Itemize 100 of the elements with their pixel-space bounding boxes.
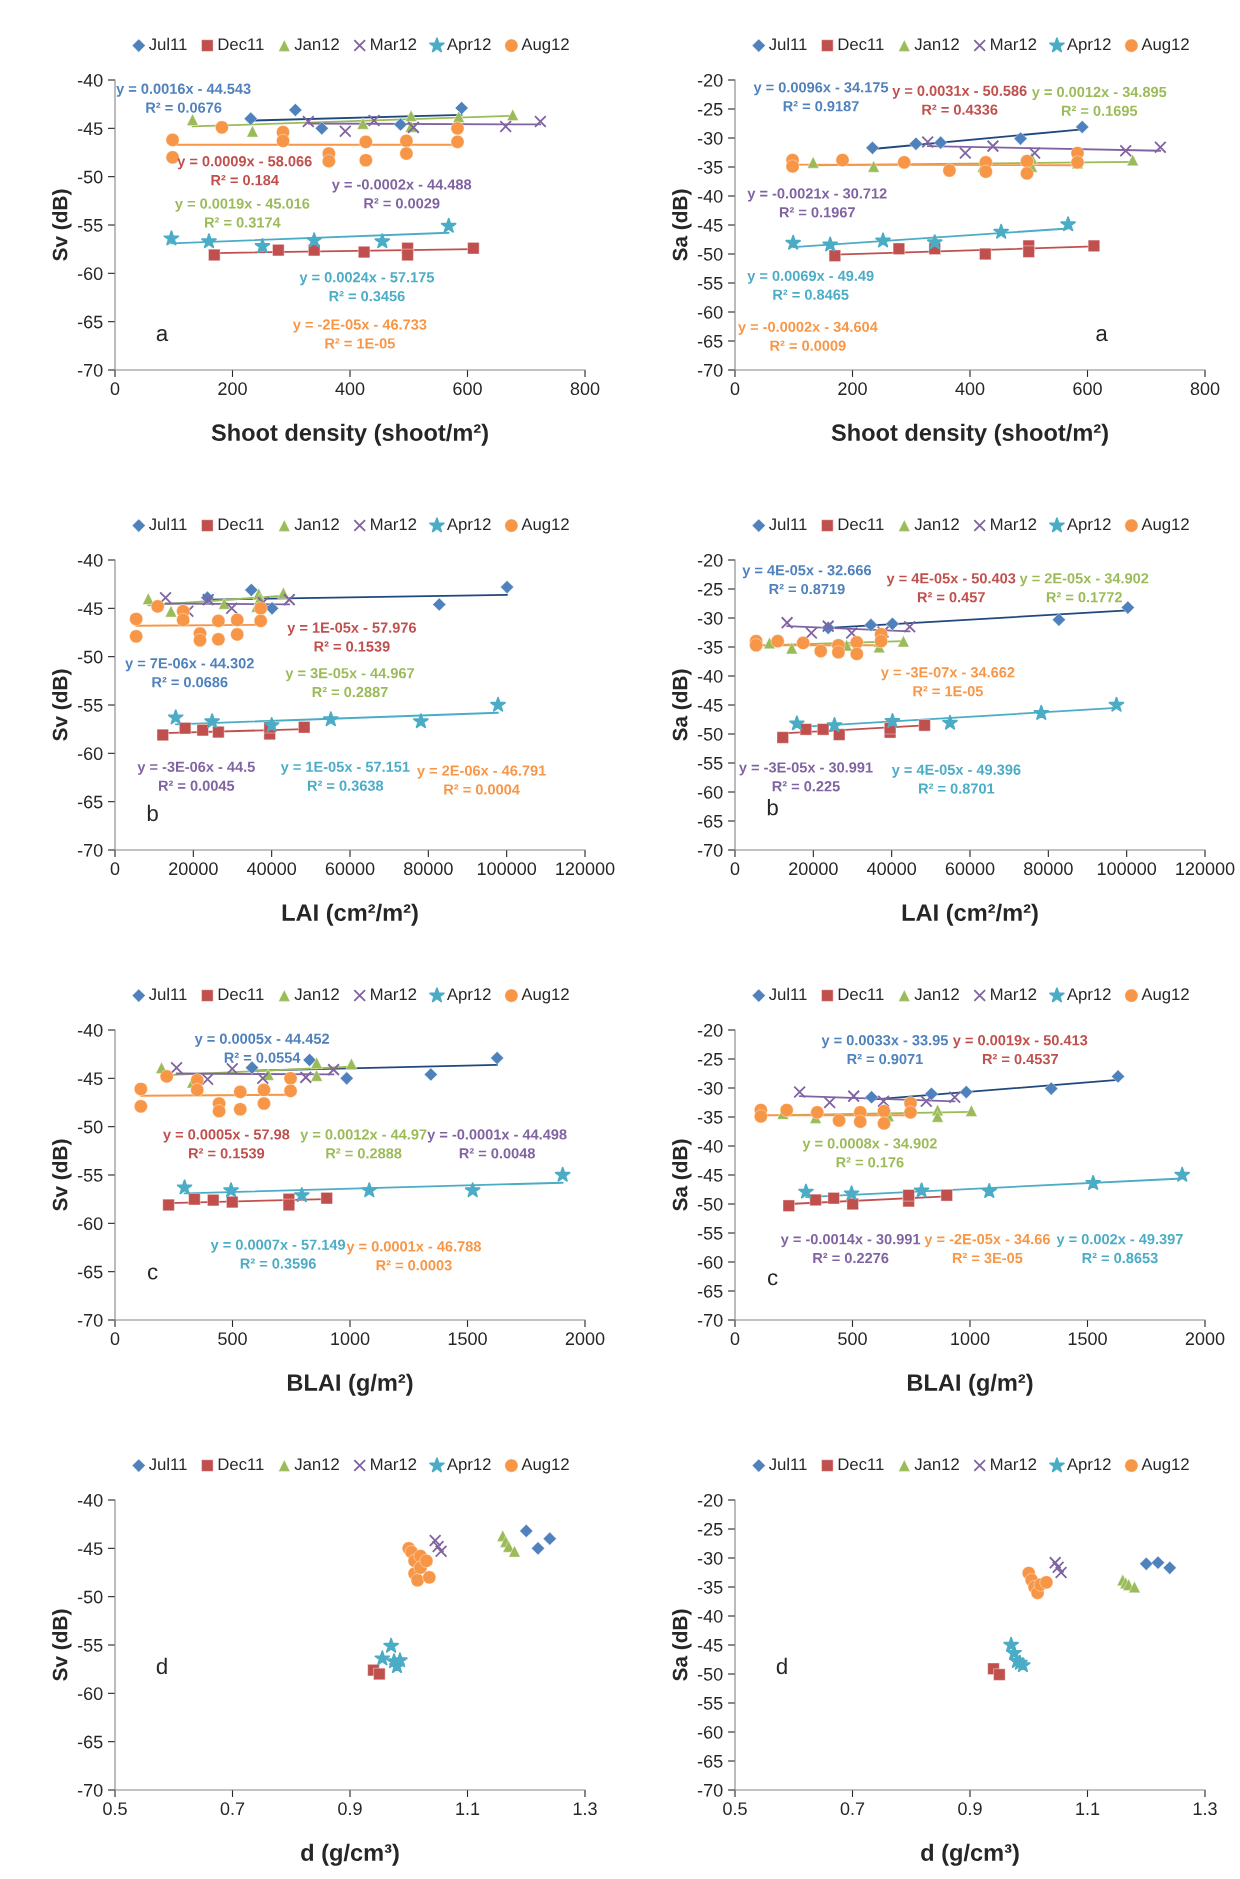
annotation: d [776,1657,787,1675]
x-tick-label: 120000 [556,862,615,876]
y-tick-label: -55 [77,219,103,232]
y-tick-label: -40 [77,73,103,87]
legend-label: Apr12 [446,988,491,1004]
x-tick-label: 0 [730,862,740,876]
y-tick-label: -45 [697,1639,723,1652]
x-tick-label: 40000 [246,862,297,876]
annotation: y = 0.0012x - 44.97 R² = 0.2888 [300,1129,427,1159]
x-tick-label: 60000 [945,862,995,876]
x-tick-label: 800 [570,382,600,396]
legend-label: Mar12 [991,38,1037,51]
y-tick-label: -25 [697,1052,723,1066]
annotation: y = -0.0002x - 44.488 R² = 0.0029 [331,179,472,209]
legend-label: Aug12 [521,38,569,54]
x-axis-title: d (g/cm³) [301,1843,399,1866]
legend-label: Apr12 [446,518,491,534]
annotation: y = 1E-05x - 57.151 R² = 0.3638 [280,761,410,791]
y-tick-label: -70 [697,363,723,377]
x-tick-label: 1000 [951,1332,990,1346]
legend-label: Jan12 [294,988,339,1001]
annotation: y = -3E-05x - 30.991 R² = 0.225 [739,762,873,792]
x-tick-label: 1500 [448,1332,487,1346]
annotation: y = -0.0021x - 30.712 R² = 0.1967 [747,188,887,218]
y-tick-label: -55 [77,699,103,712]
y-tick-label: -45 [697,1169,723,1182]
y-tick-label: -40 [697,189,723,203]
y-tick-label: -25 [697,582,723,596]
legend-label: Jan12 [914,988,959,1001]
y-tick-label: -70 [77,363,103,377]
y-tick-label: -40 [77,1493,103,1507]
annotation: y = 1E-05x - 57.976 R² = 0.1539 [287,622,417,652]
y-tick-label: -45 [77,122,103,136]
legend-label: Jul11 [769,517,807,531]
y-axis-title: Sa (dB) [672,1609,692,1681]
y-tick-label: -65 [77,1265,103,1279]
x-tick-label: 500 [838,1332,867,1346]
y-tick-label: -60 [697,1725,723,1739]
annotation: y = 0.0033x - 33.95 R² = 0.9071 [821,1035,948,1065]
y-tick-label: -30 [697,611,723,625]
x-axis-title: Shoot density (shoot/m²) [211,423,488,446]
annotation: c [147,1267,158,1280]
legend-label: Jul11 [769,1457,807,1471]
x-tick-label: 0.7 [220,1802,245,1816]
legend-label: Apr12 [1066,38,1111,54]
x-tick-label: 0.5 [723,1802,747,1816]
annotation: y = 0.0096x - 34.175 R² = 0.9187 [753,82,889,112]
y-tick-label: -35 [697,1110,723,1124]
y-tick-label: -70 [77,843,103,857]
y-tick-label: -35 [697,1580,723,1594]
annotation: y = 0.002x - 49.397 R² = 0.8653 [1056,1233,1183,1264]
y-tick-label: -50 [77,1120,103,1134]
annotation: y = 4E-05x - 50.403 R² = 0.457 [886,573,1016,603]
x-axis-title: BLAI (g/m²) [907,1373,1033,1396]
legend-label: Mar12 [991,518,1037,531]
legend-label: Dec11 [838,518,884,531]
annotation: a [156,328,169,342]
y-tick-label: -20 [697,553,723,567]
legend-label: Apr12 [446,38,491,54]
legend-label: Dec11 [838,1458,884,1471]
annotation: y = 0.0019x - 45.016 R² = 0.3174 [174,198,310,228]
x-tick-label: 80000 [1024,862,1073,876]
x-tick-label: 200 [838,382,867,396]
annotation: y = 3E-05x - 44.967 R² = 0.2887 [285,667,415,698]
annotation: y = 4E-05x - 49.396 R² = 0.8701 [891,764,1021,794]
annotation: y = 0.0001x - 46.788 R² = 0.0003 [346,1241,481,1271]
y-tick-label: -50 [697,1197,723,1211]
x-tick-label: 0 [110,1332,120,1346]
legend-label: Mar12 [371,988,417,1001]
y-tick-label: -70 [697,1783,723,1797]
annotation: y = -3E-06x - 44.5 R² = 0.0045 [137,761,255,791]
y-tick-label: -30 [697,1551,723,1565]
y-tick-label: -50 [77,650,103,664]
annotation: y = 0.0009x - 58.066 R² = 0.184 [177,156,312,186]
legend-label: Mar12 [991,988,1037,1001]
y-tick-label: -35 [697,160,723,174]
annotation: c [767,1273,778,1286]
annotation: y = 0.0005x - 44.452 R² = 0.0554 [194,1033,330,1063]
x-tick-label: 1.1 [1076,1802,1100,1815]
y-tick-label: -45 [77,1072,103,1086]
legend-label: Apr12 [1066,1458,1111,1474]
y-tick-label: -60 [697,785,723,799]
x-tick-label: 0.9 [958,1802,982,1816]
annotation: y = 0.0024x - 57.175 R² = 0.3456 [299,272,435,302]
annotation: y = -0.0002x - 34.604 R² = 0.0009 [738,321,878,351]
annotation: y = -2E-05x - 46.733 R² = 1E-05 [292,319,427,349]
legend-label: Dec11 [838,988,884,1001]
y-tick-label: -55 [697,1227,723,1240]
y-tick-label: -45 [697,219,723,232]
legend-label: Dec11 [218,988,264,1001]
y-tick-label: -70 [77,1783,103,1797]
y-tick-label: -55 [77,1169,103,1182]
y-tick-label: -60 [77,747,103,761]
legend-label: Aug12 [1141,518,1189,534]
x-tick-label: 1000 [331,1332,370,1346]
x-tick-label: 120000 [1176,862,1235,876]
y-tick-label: -50 [77,1590,103,1604]
y-tick-label: -50 [697,1667,723,1681]
x-tick-label: 500 [218,1332,247,1346]
legend-label: Jan12 [914,38,959,51]
